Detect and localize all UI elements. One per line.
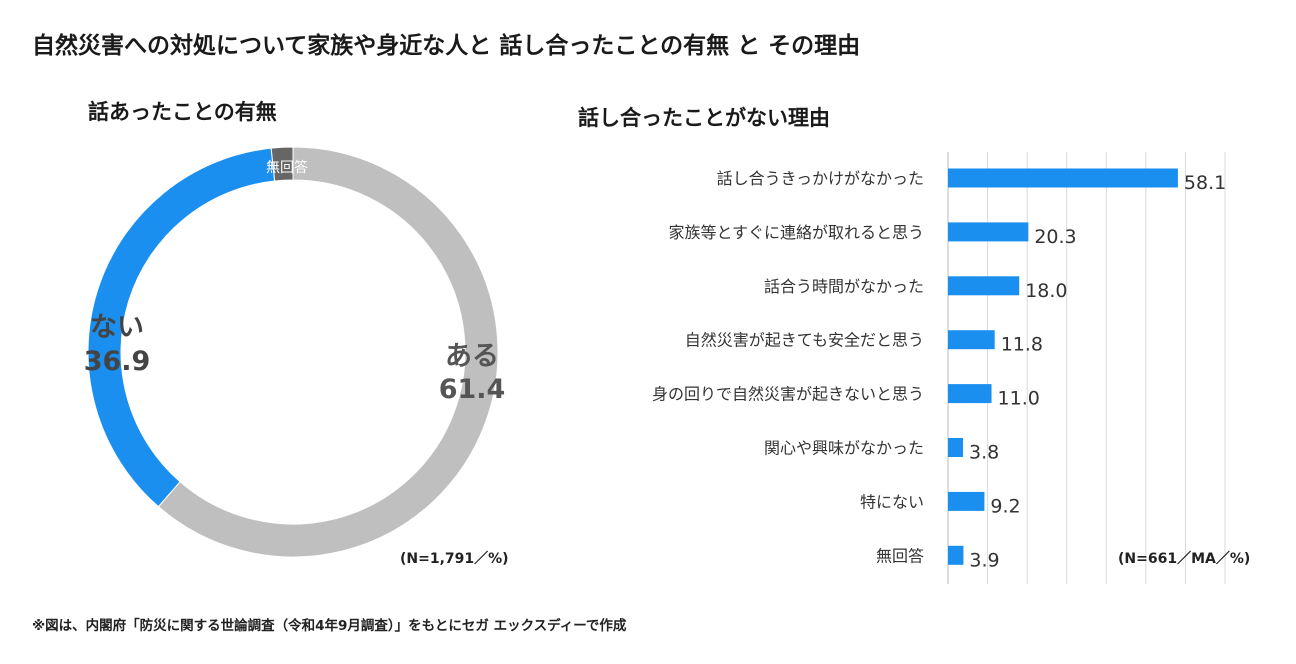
bar-category-label: 話し合うきっかけがなかった bbox=[717, 169, 924, 188]
bar-mark bbox=[948, 384, 992, 404]
bar-chart-title: 話し合ったことがない理由 bbox=[578, 106, 830, 130]
bar-value-label: 11.8 bbox=[1001, 334, 1043, 356]
bar-mark bbox=[948, 438, 964, 457]
donut-value-slice-nai: 36.9 bbox=[84, 346, 151, 377]
bar-category-label: 特にない bbox=[860, 492, 924, 511]
donut-value-slice-mukaitou: 1.7 bbox=[276, 181, 298, 197]
bar-category-label: 自然災害が起きても安全だと思う bbox=[685, 331, 924, 350]
donut-label-slice-aru: ある bbox=[445, 341, 499, 372]
bar-value-label: 18.0 bbox=[1025, 280, 1067, 302]
donut-value-slice-aru: 61.4 bbox=[439, 374, 506, 405]
bar-mark bbox=[948, 491, 985, 511]
bar-category-label: 関心や興味がなかった bbox=[764, 439, 924, 458]
bar-value-label: 58.1 bbox=[1184, 172, 1226, 194]
bar-category-label: 家族等とすぐに連絡が取れると思う bbox=[668, 223, 924, 242]
donut-chart-title: 話あったことの有無 bbox=[88, 100, 277, 124]
bar-value-label: 20.3 bbox=[1034, 226, 1076, 248]
donut-sample-note: (N=1,791／%) bbox=[400, 551, 509, 567]
bar-mark bbox=[948, 222, 1029, 242]
bar-value-label: 9.2 bbox=[990, 495, 1020, 517]
bar-category-label: 話合う時間がなかった bbox=[764, 277, 924, 296]
donut-label-slice-mukaitou: 無回答 bbox=[266, 159, 308, 176]
bar-chart: 話し合うきっかけがなかった 58.1 家族等とすぐに連絡が取れると思う 20.3 話合う… bbox=[652, 152, 1226, 584]
donut-label-slice-nai: ない bbox=[90, 312, 144, 343]
bar-mark bbox=[948, 276, 1020, 296]
donut-slice-aru bbox=[157, 146, 499, 558]
bar-category-label: 無回答 bbox=[876, 546, 924, 565]
bar-mark bbox=[948, 545, 964, 565]
source-note: ※図は、内閣府「防災に関する世論調査（令和4年9月調査）」をもとにセガ エックス… bbox=[32, 618, 627, 634]
bar-category-label: 身の回りで自然災害が起きないと思う bbox=[652, 385, 924, 404]
bar-value-label: 3.8 bbox=[969, 442, 999, 464]
donut-slice-mukaitou bbox=[270, 146, 294, 182]
bar-sample-note: (N=661／MA／%) bbox=[1118, 551, 1251, 567]
bar-value-label: 3.9 bbox=[969, 549, 999, 571]
bar-mark bbox=[948, 168, 1178, 188]
bar-mark bbox=[948, 330, 995, 350]
bar-value-label: 11.0 bbox=[998, 388, 1040, 410]
main-title: 自然災害への対処について家族や身近な人と 話し合ったことの有無 と その理由 bbox=[32, 33, 861, 59]
